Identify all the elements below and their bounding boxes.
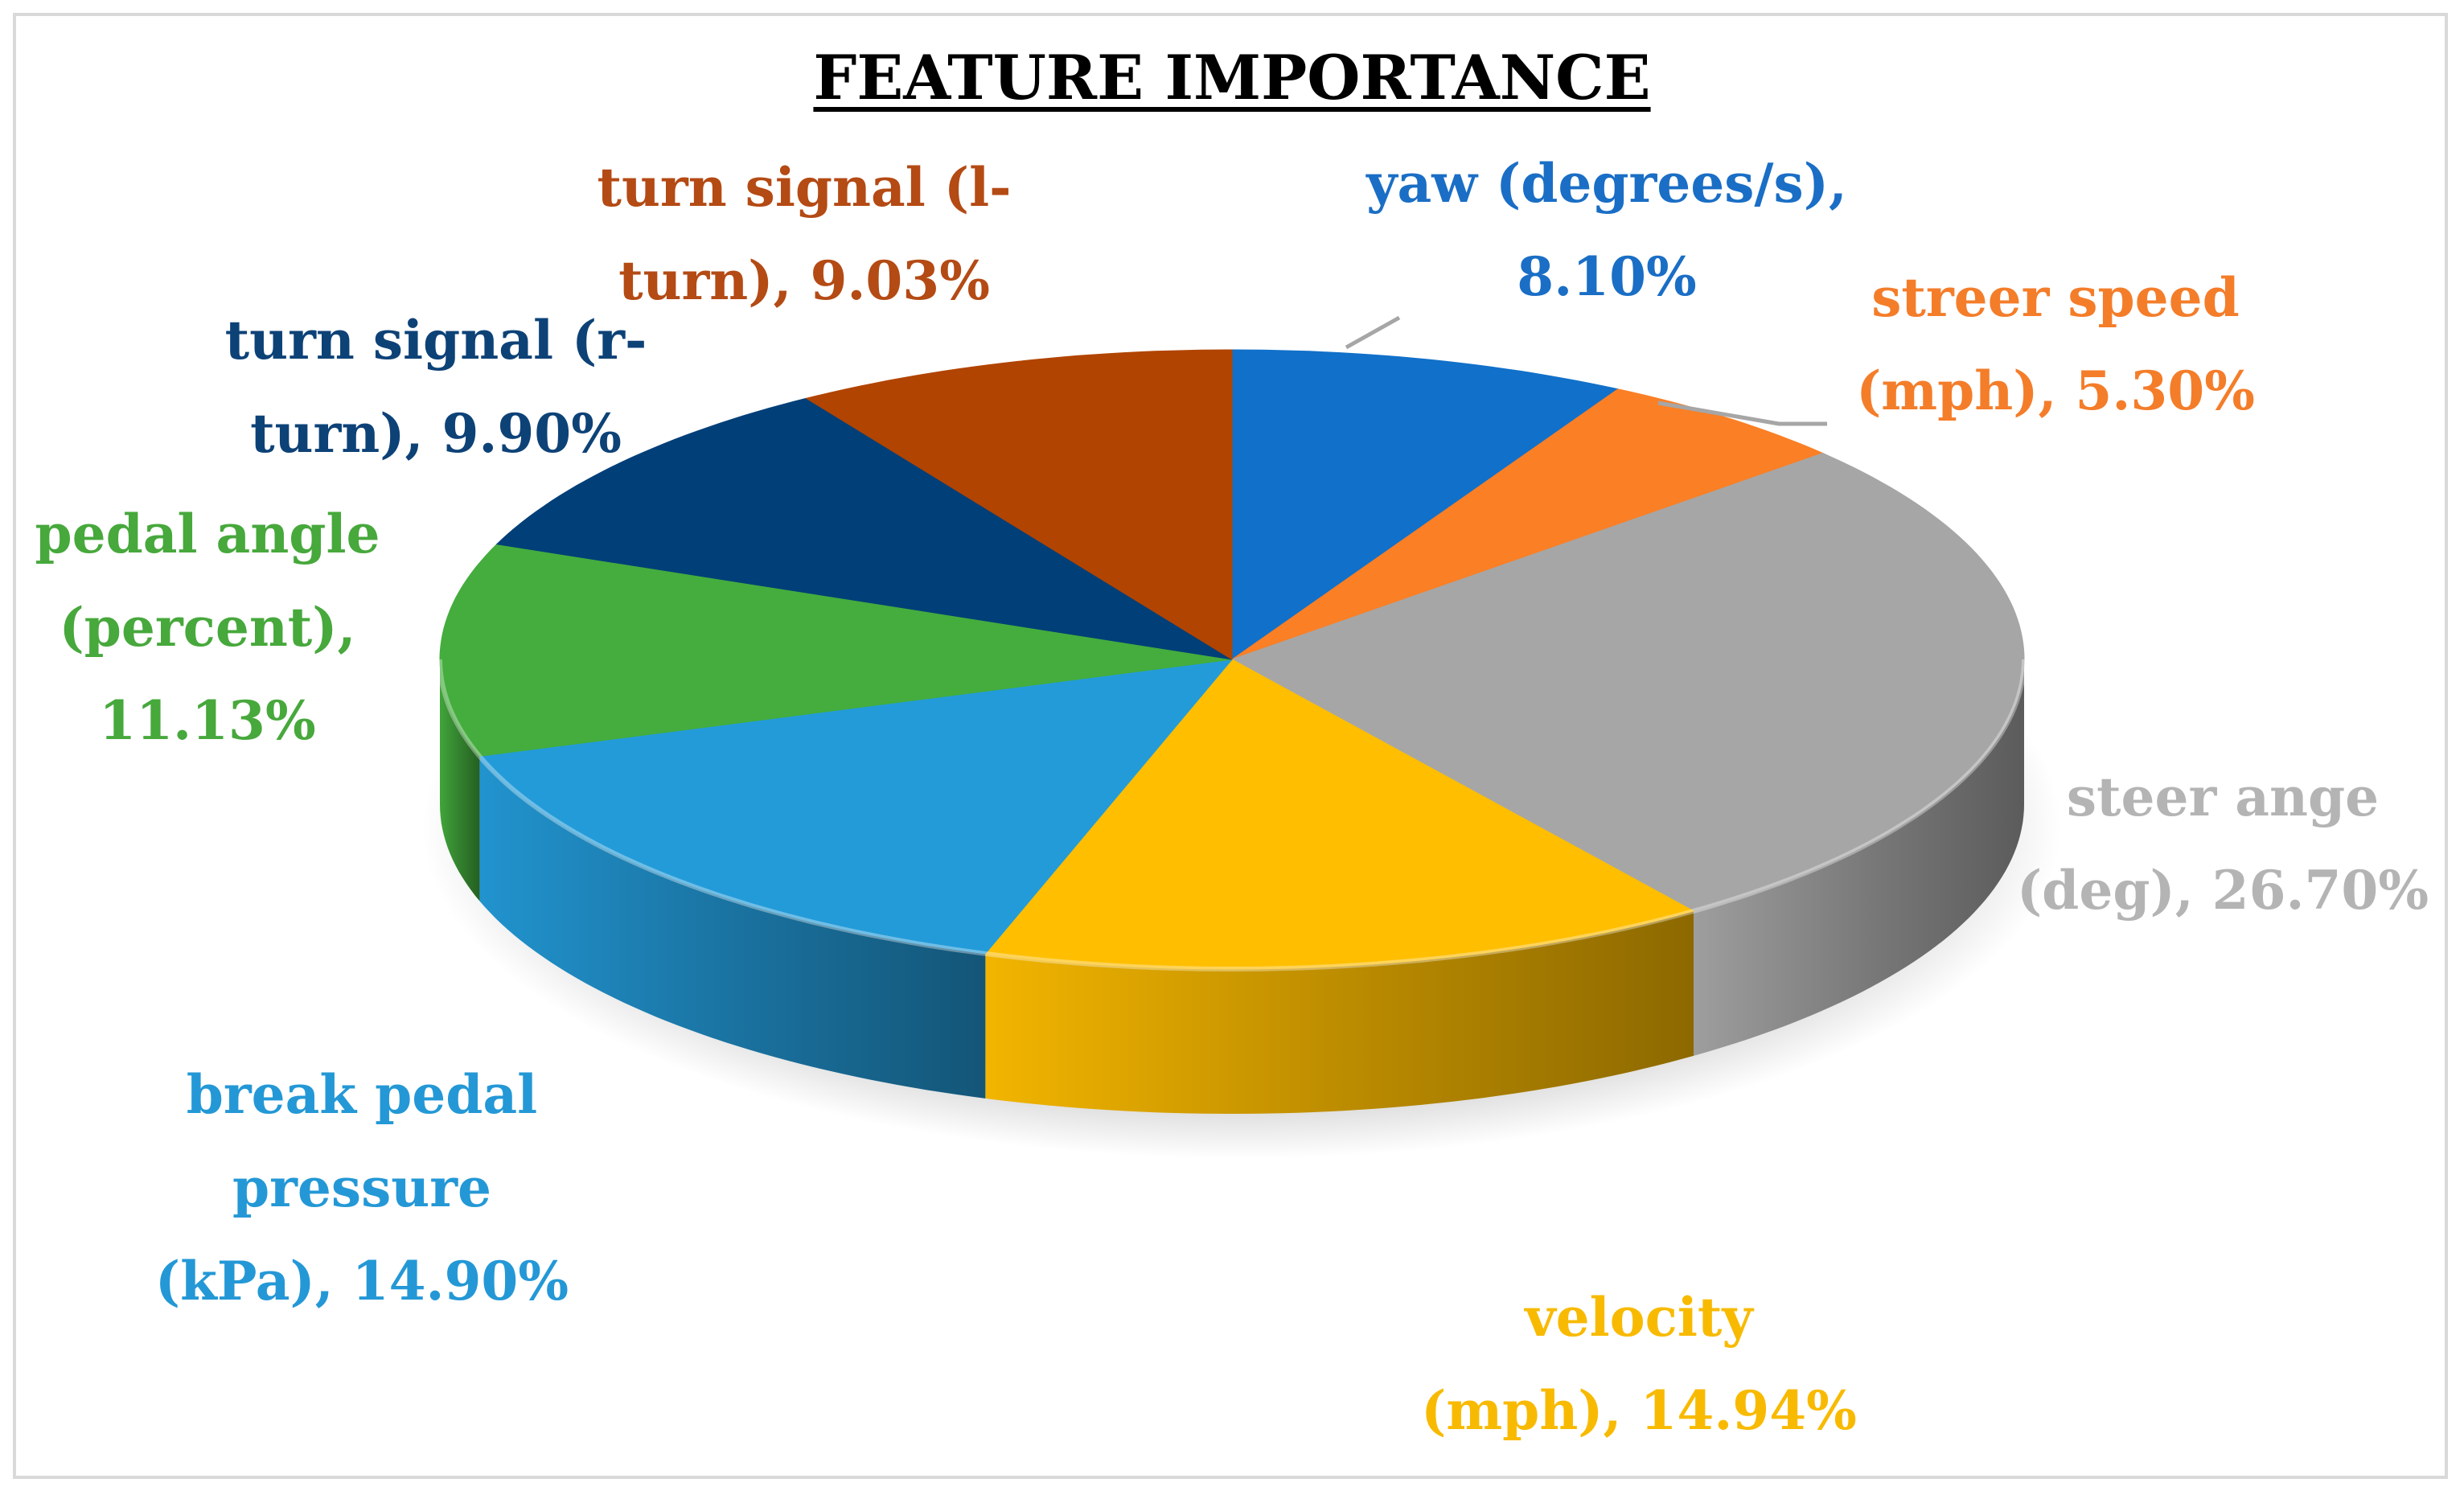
data-label-line: 8.10% xyxy=(1517,245,1697,308)
data-label-velocity: velocity (mph), 14.94% xyxy=(1398,1271,1880,1457)
slice-pedal_angle xyxy=(439,544,1233,757)
data-label-line: break pedal xyxy=(186,1063,538,1126)
data-label-line: (percent), xyxy=(59,596,356,659)
data-label-line: steer ange xyxy=(2066,766,2380,828)
data-label-line: turn), 9.03% xyxy=(618,249,990,312)
data-label-line: 11.13% xyxy=(99,689,316,752)
data-label-turn-signal-r: turn signal (r-turn), 9.90% xyxy=(195,294,677,480)
slice-velocity xyxy=(984,659,1695,970)
data-label-line: (mph), 14.94% xyxy=(1421,1379,1857,1442)
data-label-line: pressure xyxy=(232,1156,491,1219)
slice-streer_speed xyxy=(1231,388,1825,660)
slice-side-shade-velocity xyxy=(985,910,1694,1114)
slice-turn_signal_r xyxy=(495,397,1233,660)
data-label-line: turn), 9.90% xyxy=(250,402,622,465)
data-label-steer-ange: steer ange (deg), 26.70% xyxy=(1981,750,2464,937)
data-label-line: (deg), 26.70% xyxy=(2016,859,2429,922)
data-label-line: velocity xyxy=(1525,1286,1753,1349)
leader-line-streer-speed xyxy=(1657,400,1827,426)
leader-line-yaw xyxy=(1345,315,1401,350)
slice-steer_ange xyxy=(1230,453,2025,912)
slice-break_pedal_pressure xyxy=(478,659,1234,955)
data-label-line: turn signal (l- xyxy=(597,156,1012,219)
data-label-line: yaw (degrees/s), xyxy=(1366,152,1847,215)
slice-yaw xyxy=(1231,349,1620,660)
data-label-yaw: yaw (degrees/s), 8.10% xyxy=(1365,137,1848,323)
chart-title: FEATURE IMPORTANCE xyxy=(813,42,1651,113)
slice-turn_signal_l xyxy=(805,349,1233,660)
data-label-line: pedal angle xyxy=(35,503,380,565)
slice-side-shade-pedal_angle xyxy=(440,659,480,902)
data-label-line: (kPa), 14.90% xyxy=(154,1250,569,1312)
data-label-streer-speed: streer speed (mph), 5.30% xyxy=(1814,251,2297,437)
data-label-line: (mph), 5.30% xyxy=(1856,359,2255,422)
slice-side-shade-break_pedal_pressure xyxy=(479,756,986,1099)
data-label-break-pedal-pressure: break pedal pressure (kPa), 14.90% xyxy=(121,1048,603,1328)
data-label-line: turn signal (r- xyxy=(224,309,647,372)
data-label-pedal-angle: pedal angle (percent), 11.13% xyxy=(0,487,449,767)
data-label-line: streer speed xyxy=(1871,266,2240,329)
data-label-turn-signal-l: turn signal (l-turn), 9.03% xyxy=(563,141,1045,327)
pie-rim-highlight xyxy=(437,659,2027,972)
slice-side-shade-steer_ange xyxy=(1694,659,2024,1056)
